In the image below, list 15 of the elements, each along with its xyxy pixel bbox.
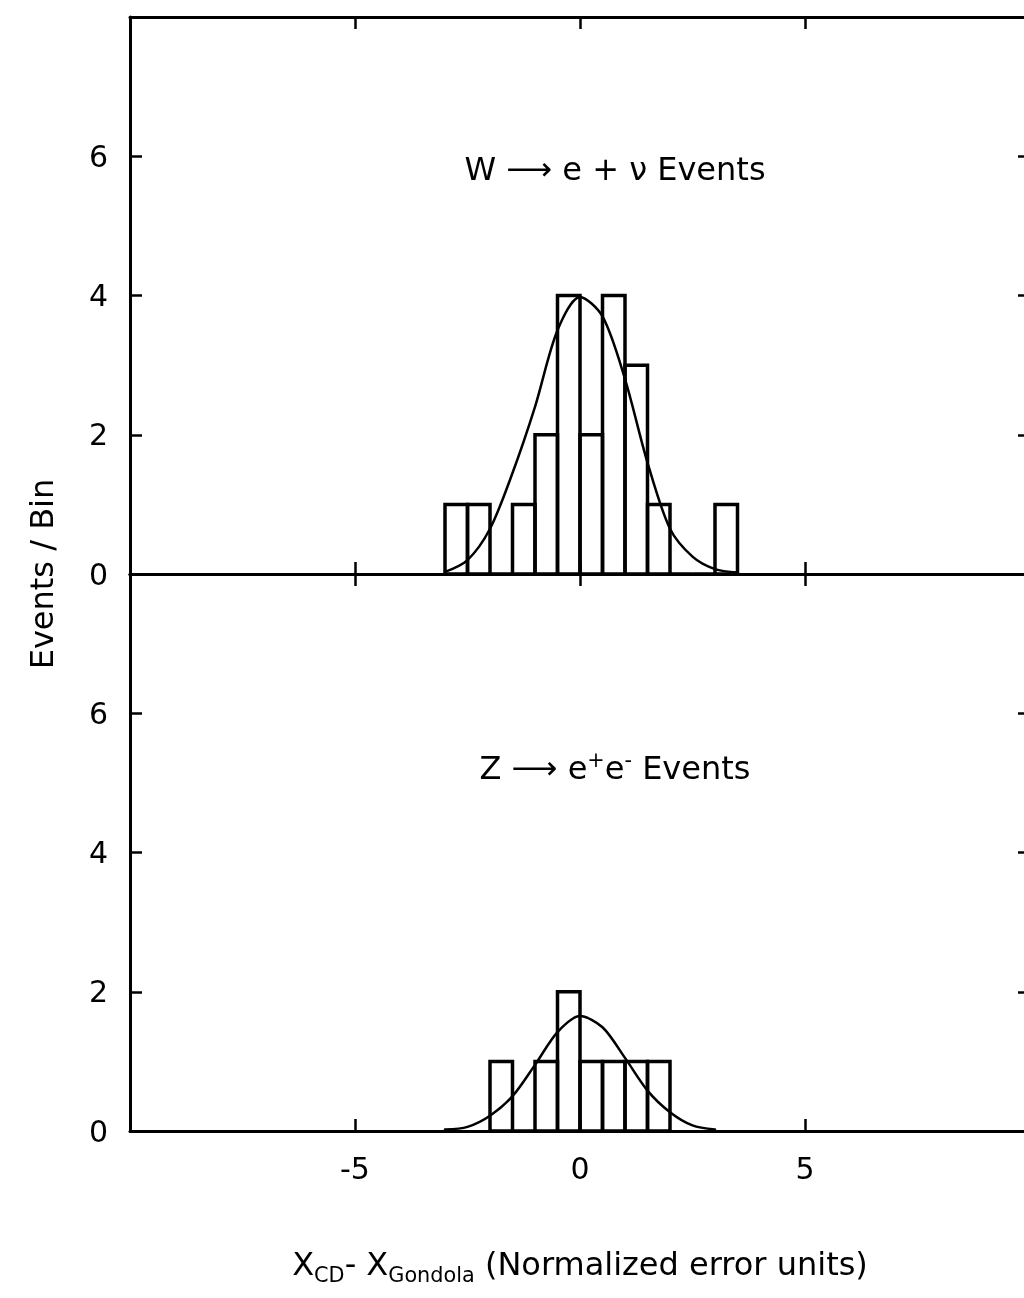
y-tick-label: 2 [88, 974, 108, 1010]
y-tick-label: 4 [88, 278, 108, 313]
y-tick-label: 6 [88, 695, 108, 731]
x-axis-title: X$_{CD}$- X$_{Gondola}$ (Normalized error units) [292, 1245, 868, 1288]
y-tick-label: 2 [88, 417, 108, 453]
y-axis-title: Events / Bin [23, 478, 61, 670]
y-tick-label: 0 [88, 556, 108, 592]
x-tick-label: 0 [570, 1150, 590, 1186]
text: W ⟶ e + ν Events [464, 150, 766, 188]
text: Z ⟶ e$^{+}$e$^{-}$ Events [479, 748, 751, 787]
x-tick-label: -5 [340, 1150, 370, 1186]
y-tick-label: 4 [88, 835, 108, 870]
y-tick-label: 6 [88, 138, 108, 174]
y-tick-label: 0 [88, 1113, 108, 1149]
x-tick-label: 5 [795, 1150, 815, 1186]
